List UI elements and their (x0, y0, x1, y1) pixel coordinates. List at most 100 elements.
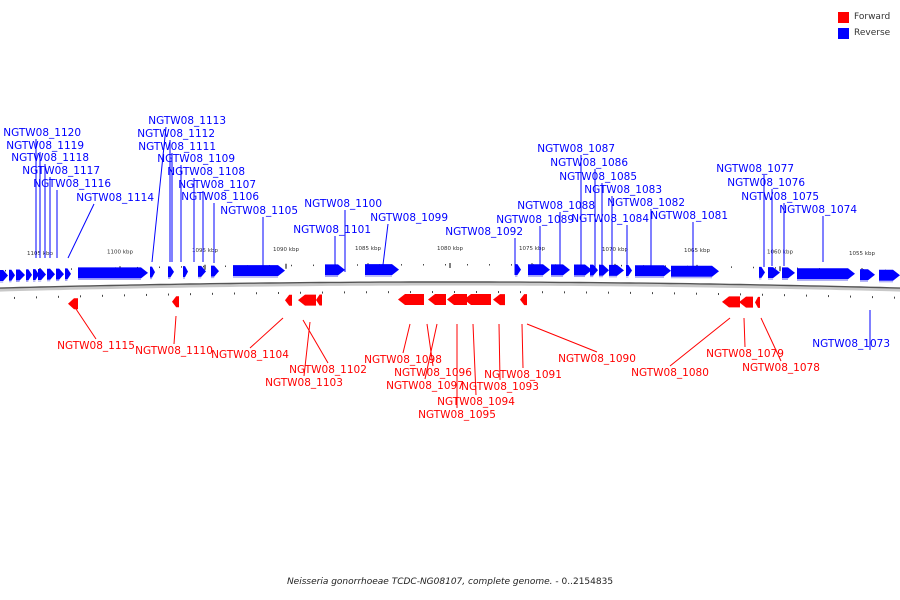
forward-gene-label: NGTW08_1078 (742, 362, 820, 374)
forward-gene-label: NGTW08_1093 (461, 381, 539, 393)
minor-tick (102, 294, 103, 297)
forward-gene-arrow (316, 294, 322, 306)
forward-gene-arrow (520, 294, 527, 306)
reverse-leader-line (67, 203, 95, 259)
reverse-gene-label: NGTW08_1092 (445, 226, 523, 238)
minor-tick (784, 294, 785, 297)
minor-tick (410, 291, 411, 294)
scale-tick-label: 1075 kbp (519, 246, 545, 252)
reverse-gene-arrow (635, 265, 671, 277)
minor-tick (828, 295, 829, 298)
forward-gene-arrow (447, 294, 467, 306)
forward-leader-line (760, 317, 782, 362)
reverse-gene-label: NGTW08_1109 (157, 153, 235, 165)
forward-gene-arrow (398, 294, 424, 306)
forward-gene-label: NGTW08_1103 (265, 377, 343, 389)
reverse-gene-arrow (26, 269, 32, 281)
scale-tick-label: 1095 kbp (192, 248, 218, 254)
minor-tick (674, 292, 675, 295)
reverse-gene-arrow (590, 264, 598, 276)
minor-tick (511, 264, 512, 266)
minor-tick (366, 291, 367, 294)
minor-tick (388, 291, 389, 294)
reverse-leader-line (381, 223, 389, 274)
reverse-gene-arrow (759, 266, 765, 278)
forward-gene-arrow (464, 294, 491, 306)
minor-tick (181, 266, 182, 268)
reverse-gene-label: NGTW08_1077 (716, 163, 794, 175)
forward-swatch (838, 11, 849, 23)
minor-tick (401, 264, 402, 266)
reverse-gene-label: NGTW08_1081 (650, 210, 728, 222)
reverse-gene-label: NGTW08_1108 (167, 166, 245, 178)
forward-leader-line (302, 319, 329, 364)
reverse-gene-label: NGTW08_1086 (550, 157, 628, 169)
minor-tick (445, 264, 446, 266)
minor-tick (762, 293, 763, 296)
reverse-gene-arrow (574, 264, 592, 276)
minor-tick (894, 296, 895, 299)
minor-tick (489, 264, 490, 266)
reverse-gene-label: NGTW08_1073 (812, 338, 890, 350)
reverse-gene-arrow (65, 268, 71, 280)
reverse-gene-arrow (198, 265, 206, 277)
legend: Forward Reverse (838, 9, 900, 41)
reverse-gene-arrow (671, 265, 719, 277)
minor-tick (190, 293, 191, 296)
reverse-gene-arrow (78, 267, 148, 279)
reverse-gene-arrow (768, 267, 780, 279)
reverse-gene-arrow (782, 267, 795, 279)
forward-gene-label: NGTW08_1110 (135, 345, 213, 357)
reverse-gene-arrow (860, 269, 875, 281)
minor-tick (344, 291, 345, 294)
forward-gene-label: NGTW08_1080 (631, 367, 709, 379)
minor-tick (775, 267, 776, 269)
legend-forward-label: Forward (854, 12, 891, 22)
reverse-gene-arrow (797, 268, 855, 280)
scale-tick-label: 1090 kbp (273, 247, 299, 253)
reverse-gene-label: NGTW08_1118 (11, 152, 89, 164)
forward-leader-line (402, 323, 411, 354)
minor-tick (71, 268, 72, 270)
reverse-gene-arrow (599, 264, 609, 276)
forward-gene-label: NGTW08_1090 (558, 353, 636, 365)
minor-tick (225, 265, 226, 268)
minor-tick (520, 291, 521, 294)
reverse-gene-label: NGTW08_1084 (571, 213, 649, 225)
reverse-gene-label: NGTW08_1113 (148, 115, 226, 127)
reverse-gene-label: NGTW08_1117 (22, 165, 100, 177)
reverse-gene-label: NGTW08_1076 (727, 177, 805, 189)
minor-tick (476, 291, 477, 294)
genome-backbone (0, 281, 900, 289)
minor-tick (432, 291, 433, 294)
minor-tick (159, 266, 160, 269)
reverse-gene-arrow (183, 266, 188, 278)
minor-tick (718, 293, 719, 296)
reverse-swatch (838, 27, 849, 39)
reverse-gene-arrow (879, 269, 900, 281)
minor-tick (454, 291, 455, 294)
minor-tick (872, 296, 873, 299)
minor-tick (731, 266, 732, 268)
minor-tick (300, 291, 301, 294)
forward-leader-line (521, 323, 524, 369)
forward-gene-label: NGTW08_1095 (418, 409, 496, 421)
reverse-gene-label: NGTW08_1120 (3, 127, 81, 139)
reverse-gene-arrow (9, 269, 15, 281)
forward-leader-line (249, 317, 284, 349)
minor-tick (665, 265, 666, 267)
minor-tick (256, 292, 257, 295)
minor-tick (753, 266, 754, 269)
reverse-gene-arrow (0, 269, 8, 281)
minor-tick (652, 292, 653, 295)
forward-gene-label: NGTW08_1097 (386, 380, 464, 392)
minor-tick (36, 296, 37, 299)
minor-tick (564, 291, 565, 294)
forward-leader-line (472, 323, 477, 396)
reverse-gene-label: NGTW08_1107 (178, 179, 256, 191)
scale-tick-label: 1065 kbp (684, 248, 710, 254)
forward-gene-label: NGTW08_1079 (706, 348, 784, 360)
reverse-gene-label: NGTW08_1100 (304, 198, 382, 210)
reverse-gene-label: NGTW08_1116 (33, 178, 111, 190)
